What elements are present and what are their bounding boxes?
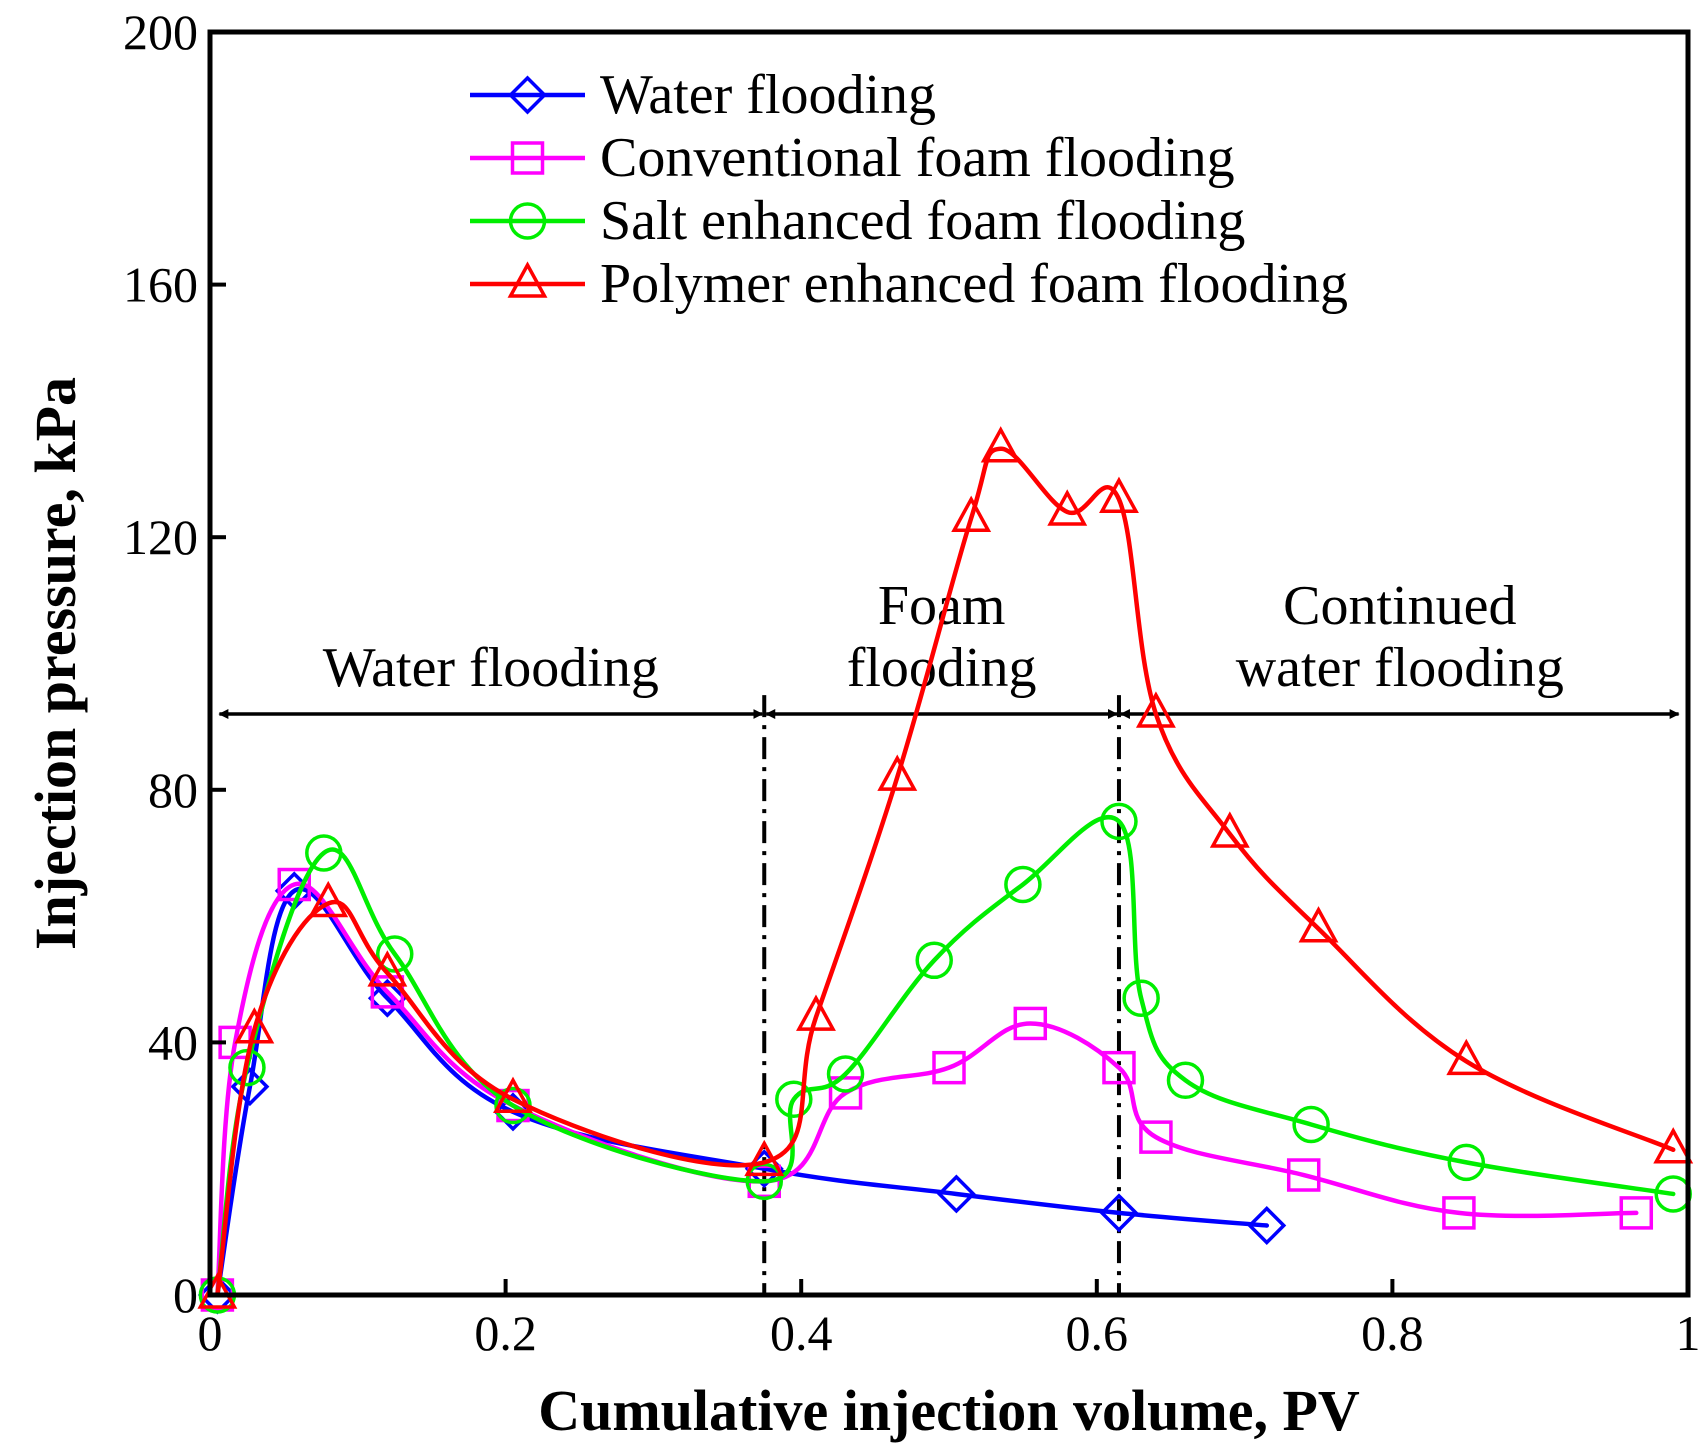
data-point bbox=[1442, 1196, 1476, 1230]
data-point bbox=[915, 941, 953, 980]
region-label: flooding bbox=[847, 637, 1037, 699]
legend-marker-4 bbox=[507, 261, 548, 298]
plot-frame bbox=[207, 29, 1691, 1298]
data-point bbox=[1447, 1143, 1486, 1182]
series-line-2 bbox=[215, 881, 1639, 1298]
data-point bbox=[1292, 1105, 1330, 1144]
data-point bbox=[305, 834, 343, 872]
axes: 0 0.2 0.4 0.6 0.8 1 0 40 80 120 160 200 Cumulative i… bbox=[23, 4, 1701, 1443]
series-line-3 bbox=[215, 814, 1676, 1298]
data-point bbox=[1122, 979, 1160, 1017]
data-point bbox=[1100, 802, 1138, 841]
data-point bbox=[367, 978, 407, 1018]
data-point bbox=[980, 426, 1021, 463]
data-point bbox=[1004, 865, 1042, 904]
x-tick-label: 1 bbox=[1676, 1305, 1701, 1361]
data-point bbox=[775, 1080, 813, 1118]
data-point bbox=[936, 1174, 976, 1214]
x-tick-label: 0.2 bbox=[474, 1305, 537, 1361]
data-point bbox=[1047, 489, 1088, 526]
data-point bbox=[1102, 1050, 1136, 1085]
x-axis-title: Cumulative injection volume, PV bbox=[538, 1378, 1360, 1443]
data-point bbox=[796, 994, 836, 1031]
series-line-4 bbox=[215, 446, 1676, 1298]
legend-label: Conventional foam flooding bbox=[600, 127, 1235, 189]
data-point bbox=[1247, 1206, 1287, 1246]
legend-marker-3 bbox=[508, 202, 547, 240]
data-point bbox=[1446, 1038, 1487, 1076]
legend-label: Salt enhanced foam flooding bbox=[600, 190, 1245, 252]
legend-label: Polymer enhanced foam flooding bbox=[600, 253, 1348, 315]
x-tick-label: 0.8 bbox=[1361, 1305, 1424, 1361]
data-point bbox=[951, 495, 992, 533]
x-tick-label: 0 bbox=[198, 1305, 223, 1361]
region-label: water flooding bbox=[1236, 637, 1564, 699]
plot-area: Water floodingFoamfloodingContinuedwater… bbox=[197, 426, 1694, 1315]
data-point bbox=[932, 1050, 966, 1085]
y-tick-label: 0 bbox=[173, 1267, 198, 1323]
data-point bbox=[1619, 1196, 1654, 1230]
data-point bbox=[826, 1055, 865, 1093]
data-point bbox=[1166, 1061, 1205, 1100]
data-point bbox=[1139, 1120, 1173, 1154]
legend-label: Water flooding bbox=[600, 64, 936, 126]
y-tick-label: 80 bbox=[148, 762, 198, 818]
data-point bbox=[1286, 1158, 1321, 1192]
data-point bbox=[234, 1007, 275, 1044]
data-point bbox=[493, 1076, 533, 1113]
data-point bbox=[1013, 1006, 1048, 1041]
data-point bbox=[1135, 691, 1176, 728]
legend-marker-2 bbox=[510, 141, 545, 175]
region-label: Water flooding bbox=[323, 637, 659, 699]
data-point bbox=[1209, 811, 1250, 848]
y-tick-label: 200 bbox=[123, 4, 198, 60]
data-point bbox=[308, 880, 349, 918]
y-tick-label: 40 bbox=[148, 1014, 198, 1070]
data-point bbox=[1099, 476, 1139, 514]
y-tick-label: 160 bbox=[123, 257, 198, 313]
data-point bbox=[1298, 906, 1339, 943]
region-label: Continued bbox=[1283, 575, 1516, 637]
data-point bbox=[1099, 1193, 1139, 1233]
legend-marker-1 bbox=[508, 75, 547, 115]
data-point bbox=[367, 950, 408, 987]
y-axis-title: Injection pressure, kPa bbox=[23, 377, 88, 950]
x-tick-label: 0.6 bbox=[1066, 1305, 1129, 1361]
series-line-1 bbox=[215, 886, 1270, 1298]
data-point bbox=[744, 1139, 785, 1177]
x-tick-label: 0.4 bbox=[770, 1305, 833, 1361]
y-tick-label: 120 bbox=[123, 509, 198, 565]
data-point bbox=[877, 754, 918, 791]
data-point bbox=[1653, 1127, 1694, 1164]
data-point bbox=[828, 1076, 863, 1110]
